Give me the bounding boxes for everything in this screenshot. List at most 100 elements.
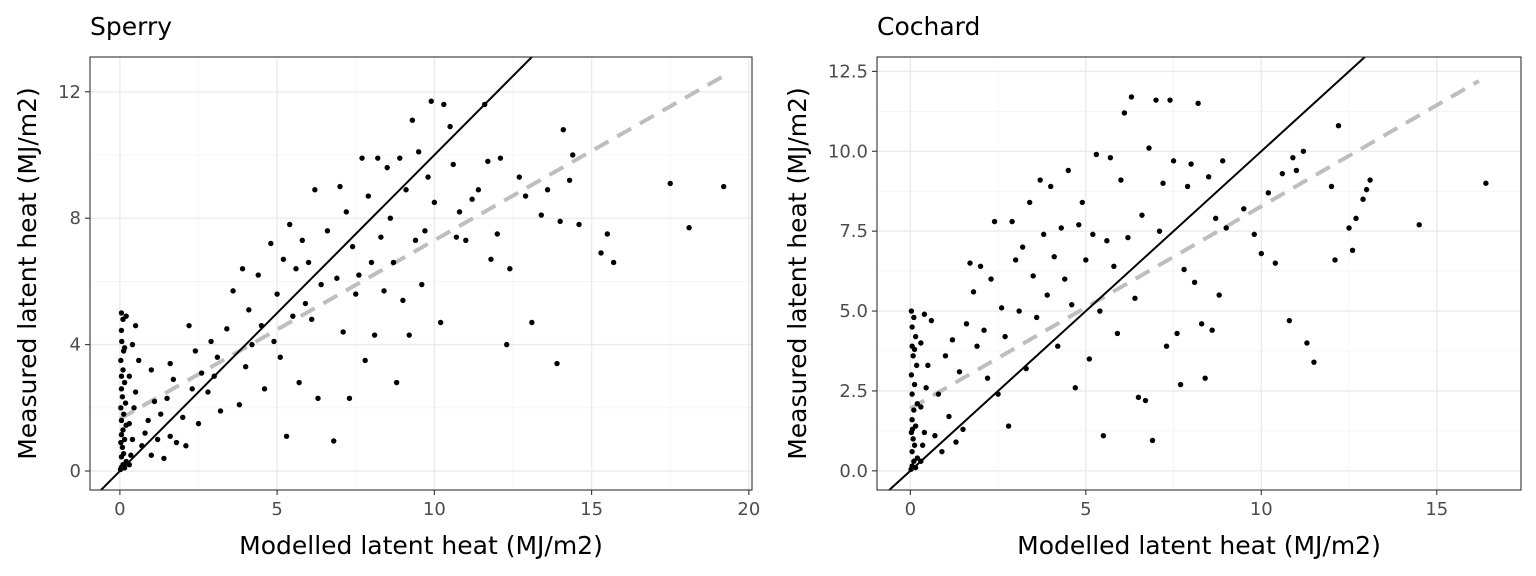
data-point [1160,180,1166,186]
data-point [981,327,987,333]
grid [877,57,1521,490]
x-axis-ticks: 0 5 10 15 [905,490,1448,520]
data-point [180,414,186,421]
data-point [381,288,387,294]
data-point [720,183,727,190]
data-point [378,234,384,240]
data-point [1093,151,1100,158]
data-point [1212,215,1219,222]
data-point [529,319,535,326]
data-point [1332,257,1338,263]
data-point [340,329,346,335]
data-point [126,373,133,379]
data-point [1055,343,1061,349]
data-point [441,101,447,108]
data-point [390,259,397,266]
data-point [1202,375,1208,381]
data-point [918,340,924,346]
identity-line [99,57,534,490]
y-tick-label: 7.5 [839,221,868,242]
data-point [453,234,460,240]
data-point [119,394,126,400]
data-point [554,360,560,367]
data-point [918,458,924,464]
data-point [1272,260,1279,266]
data-point [1139,212,1145,218]
data-point [415,149,422,155]
data-point [142,430,148,436]
data-point [277,354,283,360]
data-point [1076,222,1082,228]
data-point [566,177,573,183]
regression-line-path [909,79,1480,411]
data-point [293,266,299,272]
data-point [1026,199,1033,206]
data-point [1286,317,1293,324]
data-point [450,161,456,168]
data-point [1009,218,1015,225]
data-point [362,357,368,364]
data-point [118,386,125,392]
data-point [921,311,928,317]
data-point [956,369,963,375]
data-point [129,341,136,348]
data-point [570,152,576,158]
data-point [1030,273,1036,279]
data-point [1135,394,1142,401]
data-point [1100,432,1107,439]
data-point [1363,186,1370,193]
data-point [998,305,1005,311]
data-point [1153,97,1159,103]
data-point [118,417,125,424]
data-point [485,158,491,164]
data-point [911,442,918,448]
data-point [1209,327,1215,333]
data-point [909,391,915,397]
data-point [1195,100,1201,107]
data-point [1304,340,1310,346]
plot-frame [876,56,1522,491]
data-point [437,319,444,326]
data-point [271,338,277,345]
data-point [189,386,195,392]
data-points [908,94,1489,472]
data-point [375,155,381,161]
data-point [123,313,129,319]
data-point [353,291,359,297]
data-point [205,389,211,395]
y-tick-label: 10.0 [828,141,868,162]
data-point [918,404,924,410]
data-point [1293,167,1300,174]
data-point [242,364,249,370]
data-point [274,291,280,297]
data-point [475,187,482,193]
regression-line [118,74,725,421]
data-point [463,237,469,244]
data-point [211,373,217,379]
data-point [1223,225,1229,231]
data-point [1069,301,1075,308]
data-point [343,209,350,215]
data-point [1065,167,1071,174]
data-point [400,297,406,304]
data-point [387,215,394,221]
data-point [167,433,173,439]
data-point [1258,250,1264,257]
data-point [208,338,214,345]
data-point [1279,170,1286,177]
data-point [1090,231,1096,238]
cochard-panel: Cochard 0 5 10 15 0.0 2.5 5.0 7.5 10.0 12.5 Mode… [783,12,1522,560]
data-point [1111,263,1117,270]
data-point [246,307,252,313]
data-point [991,218,998,225]
data-point [1367,177,1373,183]
data-point [280,256,287,262]
data-point [365,193,372,199]
data-point [919,442,926,448]
data-point [1023,365,1029,372]
data-point [447,123,453,130]
data-point [1118,177,1124,183]
data-point [921,429,928,436]
data-point [283,433,290,439]
data-point [121,436,128,443]
